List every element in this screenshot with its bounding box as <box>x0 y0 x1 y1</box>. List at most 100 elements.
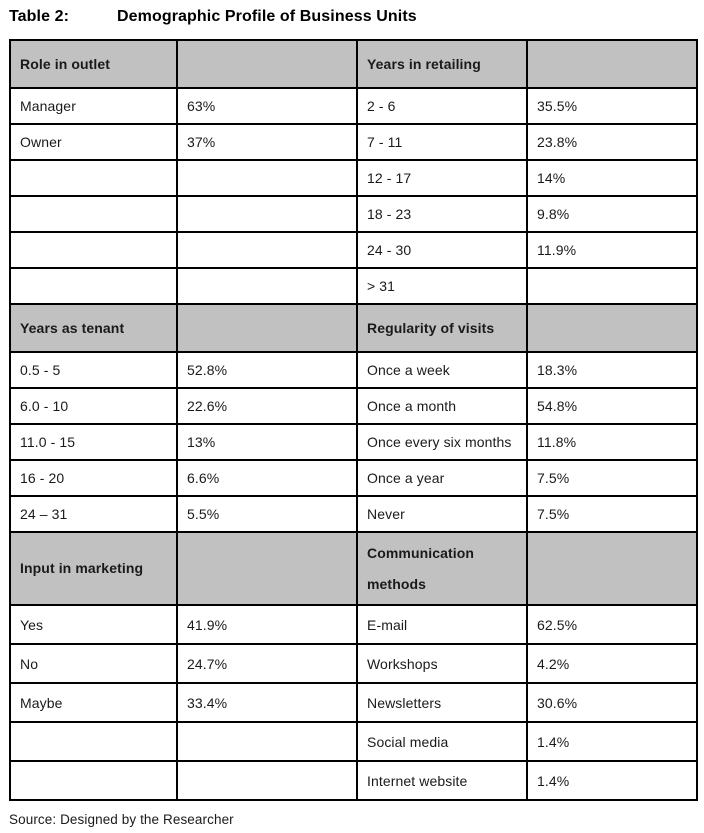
source-note: Source: Designed by the Researcher <box>9 812 234 827</box>
value-cell <box>176 760 358 801</box>
category-cell: 16 - 20 <box>9 459 178 497</box>
table-row: Owner 37% 7 - 11 23.8% <box>9 123 698 161</box>
category-cell: Once a week <box>356 351 528 389</box>
section-header-row: Years as tenant Regularity of visits <box>9 303 698 353</box>
category-cell: Yes <box>9 604 178 645</box>
category-cell: 11.0 - 15 <box>9 423 178 461</box>
section-header-cell-right: Regularity of visits <box>356 303 528 353</box>
value-cell: 52.8% <box>176 351 358 389</box>
table-row: Yes 41.9% E-mail 62.5% <box>9 604 698 645</box>
value-cell: 35.5% <box>526 87 698 125</box>
table-row: Manager 63% 2 - 6 35.5% <box>9 87 698 125</box>
category-cell: E-mail <box>356 604 528 645</box>
value-cell: 22.6% <box>176 387 358 425</box>
table-row: 6.0 - 10 22.6% Once a month 54.8% <box>9 387 698 425</box>
category-cell: Workshops <box>356 643 528 684</box>
empty-header-cell <box>526 531 698 606</box>
category-cell: Internet website <box>356 760 528 801</box>
category-cell: Newsletters <box>356 682 528 723</box>
value-cell: 4.2% <box>526 643 698 684</box>
table-number: Table 2: <box>9 8 70 25</box>
value-cell: 13% <box>176 423 358 461</box>
value-cell: 7.5% <box>526 495 698 533</box>
section-header-cell-right: Years in retailing <box>356 39 528 89</box>
table-row: 12 - 17 14% <box>9 159 698 197</box>
value-cell: 41.9% <box>176 604 358 645</box>
category-cell <box>9 721 178 762</box>
category-cell: > 31 <box>356 267 528 305</box>
demographic-table: Role in outlet Years in retailing Manager 6… <box>9 39 698 801</box>
value-cell: 1.4% <box>526 760 698 801</box>
table-body: Role in outlet Years in retailing Manager 6… <box>9 39 698 801</box>
value-cell <box>176 231 358 269</box>
section-header-cell-right: Communication methods <box>356 531 528 606</box>
section-header-cell-left: Input in marketing <box>9 531 178 606</box>
value-cell: 5.5% <box>176 495 358 533</box>
category-cell: Owner <box>9 123 178 161</box>
category-cell: 7 - 11 <box>356 123 528 161</box>
table-title-text: Demographic Profile of Business Units <box>117 8 417 25</box>
value-cell: 54.8% <box>526 387 698 425</box>
value-cell: 1.4% <box>526 721 698 762</box>
category-cell: Once a year <box>356 459 528 497</box>
table-row: No 24.7% Workshops 4.2% <box>9 643 698 684</box>
category-cell: 12 - 17 <box>356 159 528 197</box>
value-cell <box>176 267 358 305</box>
value-cell: 63% <box>176 87 358 125</box>
value-cell <box>176 721 358 762</box>
section-header-cell-left: Role in outlet <box>9 39 178 89</box>
value-cell <box>176 195 358 233</box>
value-cell: 7.5% <box>526 459 698 497</box>
section-header-cell-left: Years as tenant <box>9 303 178 353</box>
table-row: 24 – 31 5.5% Never 7.5% <box>9 495 698 533</box>
category-cell: Maybe <box>9 682 178 723</box>
value-cell: 9.8% <box>526 195 698 233</box>
table-row: 16 - 20 6.6% Once a year 7.5% <box>9 459 698 497</box>
value-cell: 11.8% <box>526 423 698 461</box>
category-cell <box>9 195 178 233</box>
category-cell: 6.0 - 10 <box>9 387 178 425</box>
category-cell <box>9 267 178 305</box>
value-cell: 33.4% <box>176 682 358 723</box>
value-cell: 30.6% <box>526 682 698 723</box>
category-cell: 24 - 30 <box>356 231 528 269</box>
table-row: Social media 1.4% <box>9 721 698 762</box>
category-cell: 0.5 - 5 <box>9 351 178 389</box>
category-cell: No <box>9 643 178 684</box>
value-cell: 11.9% <box>526 231 698 269</box>
empty-header-cell <box>176 303 358 353</box>
table-row: Maybe 33.4% Newsletters 30.6% <box>9 682 698 723</box>
section-header-row: Role in outlet Years in retailing <box>9 39 698 89</box>
table-row: > 31 <box>9 267 698 305</box>
empty-header-cell <box>526 303 698 353</box>
empty-header-cell <box>176 39 358 89</box>
table-row: 0.5 - 5 52.8% Once a week 18.3% <box>9 351 698 389</box>
empty-header-cell <box>526 39 698 89</box>
value-cell <box>526 267 698 305</box>
category-cell: Social media <box>356 721 528 762</box>
category-cell: 2 - 6 <box>356 87 528 125</box>
table-row: 18 - 23 9.8% <box>9 195 698 233</box>
category-cell: Never <box>356 495 528 533</box>
section-header-row: Input in marketing Communication methods <box>9 531 698 606</box>
category-cell: Manager <box>9 87 178 125</box>
value-cell <box>176 159 358 197</box>
empty-header-cell <box>176 531 358 606</box>
category-cell: 18 - 23 <box>356 195 528 233</box>
value-cell: 23.8% <box>526 123 698 161</box>
value-cell: 18.3% <box>526 351 698 389</box>
category-cell: Once a month <box>356 387 528 425</box>
table-row: 24 - 30 11.9% <box>9 231 698 269</box>
table-caption: Table 2: Demographic Profile of Business… <box>9 8 696 26</box>
category-cell <box>9 760 178 801</box>
value-cell: 62.5% <box>526 604 698 645</box>
value-cell: 6.6% <box>176 459 358 497</box>
table-row: 11.0 - 15 13% Once every six months 11.8% <box>9 423 698 461</box>
value-cell: 37% <box>176 123 358 161</box>
value-cell: 14% <box>526 159 698 197</box>
category-cell <box>9 159 178 197</box>
category-cell: 24 – 31 <box>9 495 178 533</box>
category-cell <box>9 231 178 269</box>
category-cell: Once every six months <box>356 423 528 461</box>
table-row: Internet website 1.4% <box>9 760 698 801</box>
